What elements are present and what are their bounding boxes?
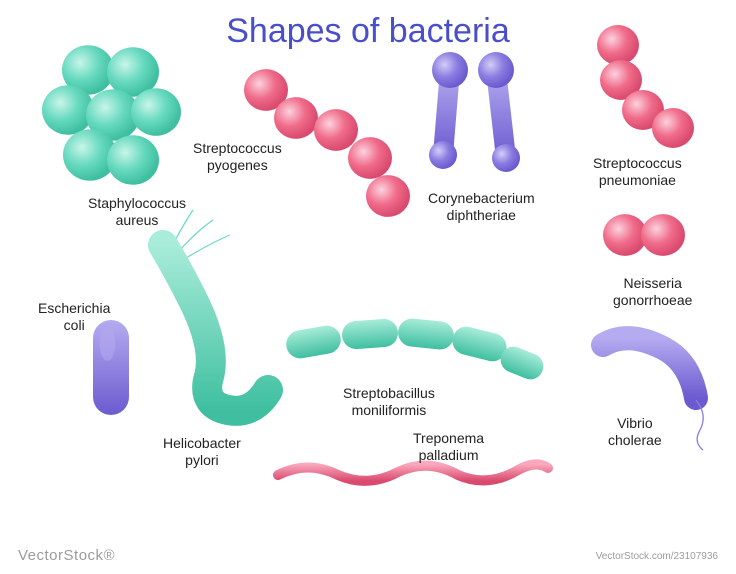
diagram-container: Shapes of bacteria [18, 10, 718, 565]
watermark-left: VectorStock® [18, 547, 115, 564]
bacteria-label: Treponema palladium [413, 430, 484, 464]
watermark-right: VectorStock.com/23107936 [596, 551, 718, 562]
bacteria-label: Escherichia coli [38, 300, 110, 334]
bacteria-label: Neisseria gonorrhoeae [613, 275, 692, 309]
bacteria-label: Streptococcus pneumoniae [593, 155, 682, 189]
bacteria-label: Streptococcus pyogenes [193, 140, 282, 174]
bacteria-label: Staphylococcus aureus [88, 195, 186, 229]
bacteria-label: Helicobacter pylori [163, 435, 241, 469]
bacteria-label: Streptobacillus moniliformis [343, 385, 435, 419]
bacteria-label: Vibrio cholerae [608, 415, 662, 449]
bacteria-label: Corynebacterium diphtheriae [428, 190, 535, 224]
